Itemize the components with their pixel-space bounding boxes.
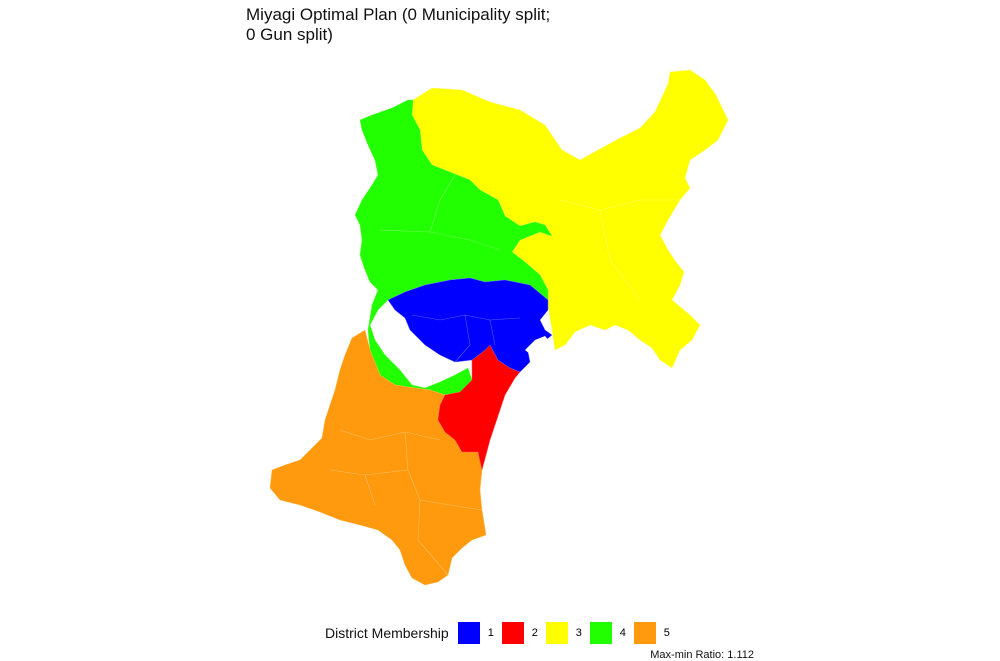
municipality-boundaries [329,174,680,576]
legend-swatch-4 [589,622,612,644]
legend-label-5: 5 [663,627,670,639]
legend-swatch-5 [633,622,656,644]
map-title: Miyagi Optimal Plan (0 Municipality spli… [246,5,666,45]
legend-swatch-2 [501,622,524,644]
district-4-region [354,99,553,396]
legend-label-3: 3 [575,627,582,639]
legend-item-5: 5 [633,622,678,644]
legend-title: District Membership [325,625,449,641]
legend-swatch-1 [457,622,480,644]
legend-item-4: 4 [589,622,634,644]
title-line-1: Miyagi Optimal Plan (0 Municipality spli… [246,5,551,24]
max-min-ratio: Max-min Ratio: 1.112 [650,649,754,661]
legend-item-3: 3 [545,622,590,644]
legend: District Membership 1 2 3 4 5 [325,620,678,646]
legend-item-2: 2 [501,622,546,644]
legend-label-2: 2 [531,627,538,639]
title-line-2: 0 Gun split) [246,25,333,44]
legend-label-1: 1 [487,627,494,639]
legend-label-4: 4 [619,627,626,639]
legend-item-1: 1 [457,622,502,644]
district-1-region [387,277,553,373]
legend-swatch-3 [545,622,568,644]
bay-area [525,336,552,358]
